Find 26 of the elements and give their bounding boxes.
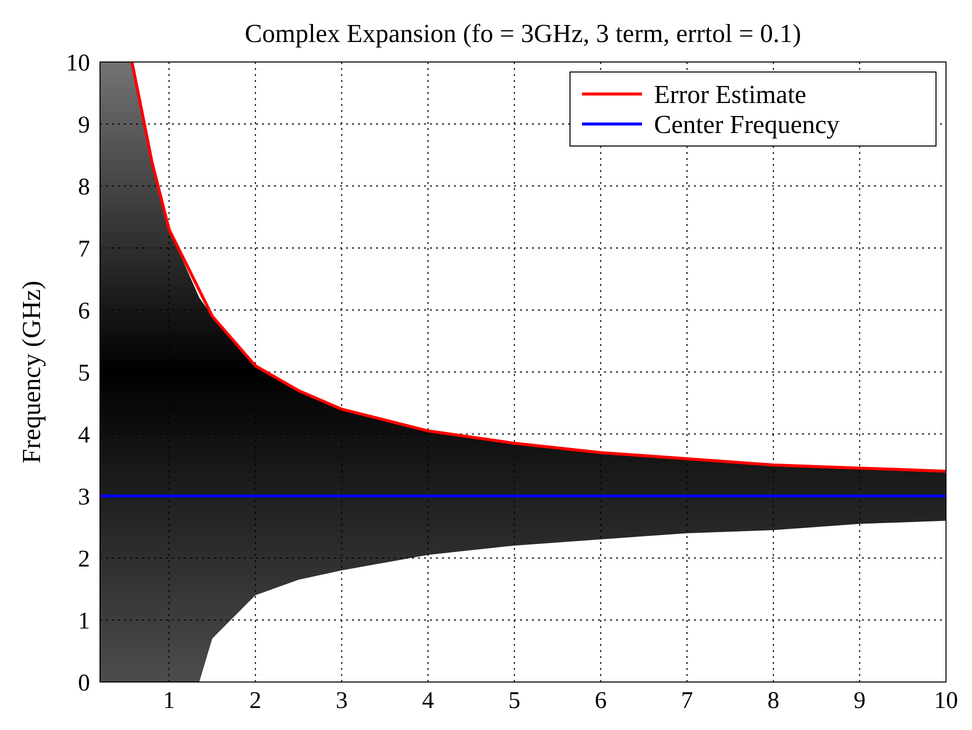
- x-tick-label: 9: [854, 688, 866, 714]
- y-tick-label: 5: [78, 360, 90, 386]
- x-tick-label: 6: [594, 688, 607, 714]
- x-tick-label: 10: [934, 688, 958, 714]
- y-tick-label: 9: [78, 112, 90, 138]
- legend-label: Center Frequency: [654, 110, 840, 140]
- x-tick-label: 8: [767, 688, 780, 714]
- x-tick-label: 7: [681, 688, 694, 714]
- y-tick-label: 7: [78, 236, 90, 262]
- y-tick-label: 3: [78, 484, 90, 510]
- y-tick-label: 1: [78, 608, 90, 634]
- x-tick-label: 4: [422, 688, 434, 714]
- x-tick-label: 1: [163, 688, 176, 714]
- line-series: [130, 62, 946, 473]
- y-tick-label: 6: [78, 298, 90, 324]
- y-tick-label: 10: [66, 50, 90, 76]
- chart-title: Complex Expansion (fo = 3GHz, 3 term, errtol = 0.1): [244, 19, 802, 48]
- y-tick-label: 0: [78, 670, 90, 696]
- x-tick-label: 2: [249, 688, 262, 714]
- x-tick-label: 5: [508, 688, 520, 714]
- y-tick-label: 2: [78, 546, 90, 572]
- y-axis-title: Frequency (GHz): [17, 280, 46, 464]
- y-tick-label: 8: [78, 174, 90, 200]
- legend-label: Error Estimate: [654, 80, 806, 110]
- x-tick-label: 3: [336, 688, 348, 714]
- y-tick-label: 4: [78, 422, 90, 448]
